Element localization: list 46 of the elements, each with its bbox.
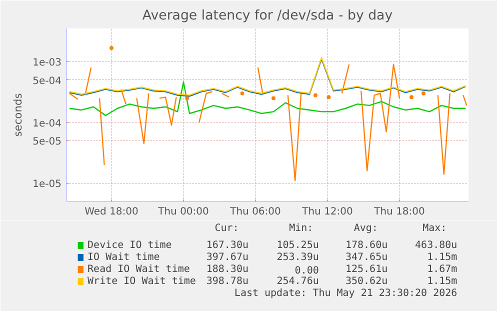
text: 350.62u (345, 276, 388, 287)
text: 1.15m (427, 252, 458, 263)
point (110, 46, 114, 50)
point (422, 91, 426, 96)
x-tick-label: Thu 06:00 (229, 206, 281, 218)
x-tick-label: Thu 18:00 (373, 206, 425, 218)
x-tick-label: Wed 18:00 (84, 206, 138, 218)
text: 0.00 (294, 266, 319, 276)
legend-label: Read IO Wait time (88, 264, 190, 275)
text: 1.67m (427, 264, 458, 275)
text: 347.65u (345, 252, 388, 263)
x-tick-label: Thu 00:00 (157, 206, 209, 218)
point (326, 95, 331, 100)
text: 397.67u (206, 252, 249, 263)
y-tick-label: 5e-04 (32, 76, 62, 87)
text: 125.61u (345, 264, 388, 275)
text: 254.76u (276, 276, 319, 287)
point (410, 95, 414, 100)
y-tick-label: 1e-04 (32, 118, 62, 130)
point (314, 93, 318, 98)
line-series (68, 81, 466, 116)
text: Max: (422, 223, 447, 234)
y-tick-label: 5e-05 (32, 136, 62, 148)
x-tick-label: Thu 12:00 (301, 206, 353, 218)
point (240, 91, 244, 96)
y-tick-label: 1e-05 (32, 179, 62, 190)
point (185, 96, 190, 100)
text: 188.30u (206, 264, 249, 275)
text: Last update: Thu May 21 23:30:20 2026 (234, 288, 458, 299)
point (272, 96, 276, 100)
y-axis-title: seconds (12, 92, 25, 137)
text: Min: (289, 223, 314, 234)
text: 253.39u (276, 252, 319, 263)
y-tick-label: 1e-03 (32, 58, 62, 69)
chart-title: Average latency for /dev/sda - by day (142, 8, 393, 24)
text: 167.30u (206, 240, 249, 251)
text: 463.80u (415, 240, 458, 251)
legend-label: Device IO time (88, 240, 172, 251)
text: Avg: (354, 223, 378, 234)
text: 1.15m (427, 276, 458, 287)
text: 398.78u (206, 276, 249, 287)
legend-label: IO Wait time (88, 252, 160, 263)
text: 105.25u (276, 240, 319, 251)
text: 178.60u (345, 240, 388, 251)
text: Cur: (214, 223, 239, 234)
legend-label: Write IO Wait time (88, 276, 196, 287)
